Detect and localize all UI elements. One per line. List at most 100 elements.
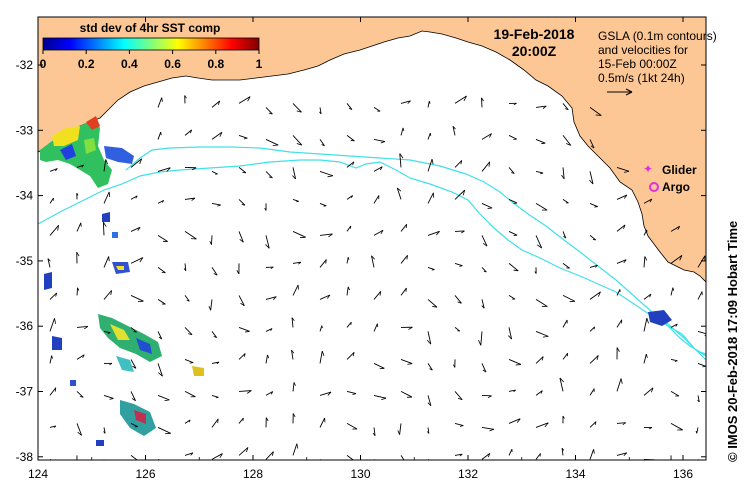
velocity-arrow bbox=[427, 299, 438, 308]
velocity-arrow-head bbox=[483, 270, 487, 273]
velocity-arrow-head bbox=[246, 447, 249, 453]
velocity-arrow bbox=[562, 103, 569, 111]
velocity-arrow-head bbox=[247, 96, 251, 102]
velocity-arrow-head bbox=[397, 430, 400, 435]
velocity-arrow-head bbox=[292, 413, 296, 418]
velocity-arrow-head bbox=[81, 164, 84, 168]
velocity-arrow bbox=[589, 326, 595, 332]
velocity-arrow-head bbox=[541, 142, 546, 145]
colorbar-tick-label: 1 bbox=[256, 57, 263, 71]
velocity-arrow-head bbox=[595, 264, 598, 268]
velocity-arrow-head bbox=[460, 160, 463, 165]
velocity-arrow-head bbox=[241, 204, 246, 206]
y-axis: -32 -33 -34 -35 -36 -37 -38 bbox=[16, 58, 706, 464]
velocity-arrow bbox=[454, 262, 463, 267]
velocity-arrow bbox=[508, 449, 513, 456]
velocity-arrow bbox=[670, 391, 680, 397]
velocity-arrow-head bbox=[376, 464, 379, 465]
x-tick-label: 132 bbox=[458, 467, 478, 481]
velocity-arrow bbox=[292, 443, 298, 456]
velocity-arrow-head bbox=[165, 464, 170, 465]
velocity-arrow bbox=[452, 126, 456, 136]
velocity-arrow-head bbox=[593, 449, 595, 454]
velocity-arrow bbox=[103, 256, 110, 268]
velocity-arrow-head bbox=[296, 110, 302, 113]
velocity-arrow-head bbox=[208, 306, 211, 311]
velocity-arrow-head bbox=[408, 326, 413, 330]
velocity-arrow-head bbox=[597, 291, 601, 297]
velocity-arrow-head bbox=[702, 365, 706, 368]
velocity-arrow bbox=[292, 284, 299, 296]
velocity-arrow bbox=[103, 191, 110, 204]
velocity-arrow bbox=[589, 355, 599, 364]
velocity-arrow-head bbox=[536, 244, 542, 249]
velocity-arrow bbox=[535, 422, 549, 428]
velocity-arrow bbox=[535, 299, 548, 307]
velocity-arrow-head bbox=[645, 353, 648, 358]
velocity-arrow-head bbox=[351, 195, 353, 199]
velocity-arrow-head bbox=[242, 171, 247, 174]
velocity-arrow bbox=[238, 390, 252, 392]
velocity-arrow bbox=[238, 96, 251, 104]
velocity-arrow bbox=[346, 455, 355, 460]
velocity-arrow bbox=[211, 202, 221, 206]
velocity-arrow-head bbox=[593, 326, 596, 330]
velocity-arrow-head bbox=[191, 167, 197, 171]
info-line-4: 0.5m/s (1kt 24h) bbox=[598, 71, 685, 85]
velocity-arrow bbox=[319, 139, 325, 147]
y-tick-label: -34 bbox=[16, 189, 34, 203]
velocity-arrow bbox=[508, 198, 518, 204]
velocity-arrow bbox=[211, 235, 213, 245]
velocity-arrow bbox=[427, 192, 434, 204]
velocity-arrow bbox=[616, 289, 621, 296]
velocity-arrow-head bbox=[679, 255, 683, 261]
velocity-arrow bbox=[481, 202, 493, 209]
velocity-arrow bbox=[346, 321, 352, 328]
velocity-arrow-head bbox=[488, 161, 491, 167]
velocity-arrow-head bbox=[107, 332, 111, 334]
velocity-arrow-head bbox=[463, 95, 467, 102]
velocity-arrow bbox=[454, 327, 461, 332]
velocity-arrow bbox=[508, 135, 517, 140]
velocity-arrow bbox=[130, 226, 141, 232]
velocity-arrow bbox=[427, 331, 432, 345]
velocity-arrow-head bbox=[184, 95, 187, 99]
velocity-arrow bbox=[616, 422, 626, 424]
velocity-arrow-head bbox=[161, 97, 163, 102]
velocity-arrow bbox=[103, 159, 107, 172]
velocity-arrow bbox=[373, 323, 378, 332]
velocity-arrow bbox=[211, 131, 223, 140]
argo-marker-icon bbox=[649, 182, 659, 192]
velocity-arrow bbox=[211, 267, 218, 276]
velocity-arrow bbox=[130, 327, 137, 333]
velocity-arrow bbox=[697, 291, 703, 300]
velocity-arrow bbox=[562, 295, 576, 302]
colorbar-ticks: 0 0.2 0.4 0.6 0.8 1 bbox=[40, 50, 263, 71]
velocity-arrow bbox=[535, 356, 544, 364]
velocity-arrow bbox=[400, 100, 411, 104]
velocity-arrow-head bbox=[190, 129, 193, 134]
velocity-arrow bbox=[373, 166, 383, 172]
velocity-arrow-head bbox=[481, 97, 484, 102]
velocity-arrow-head bbox=[623, 259, 627, 264]
velocity-arrow bbox=[346, 195, 353, 200]
velocity-arrow bbox=[697, 362, 706, 367]
velocity-arrow-head bbox=[352, 161, 355, 166]
velocity-arrow-head bbox=[623, 452, 628, 456]
velocity-arrow-head bbox=[426, 339, 432, 345]
velocity-arrow bbox=[670, 225, 680, 232]
x-tick-label: 124 bbox=[28, 467, 48, 481]
velocity-arrow-head bbox=[160, 131, 162, 136]
velocity-arrow bbox=[238, 199, 246, 206]
velocity-arrow-head bbox=[296, 443, 299, 449]
velocity-arrow-head bbox=[300, 236, 306, 239]
velocity-arrow bbox=[696, 427, 699, 434]
velocity-arrow bbox=[265, 171, 273, 179]
velocity-arrow-head bbox=[84, 326, 89, 330]
velocity-arrow-head bbox=[699, 466, 702, 468]
velocity-arrow-head bbox=[596, 355, 599, 360]
velocity-arrow bbox=[184, 129, 192, 136]
velocity-arrow bbox=[319, 233, 333, 236]
velocity-arrow-head bbox=[76, 251, 80, 257]
velocity-arrow-head bbox=[272, 296, 277, 300]
